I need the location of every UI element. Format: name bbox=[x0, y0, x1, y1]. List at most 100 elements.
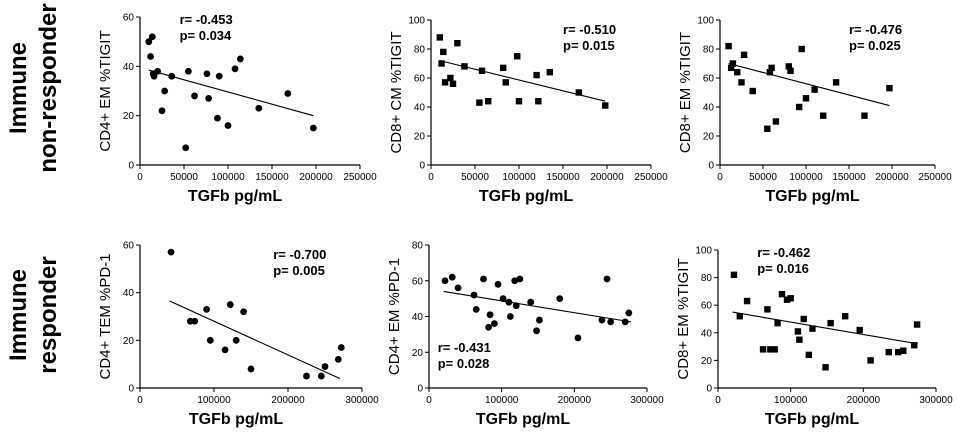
x-tick-label: 100000 bbox=[485, 395, 519, 406]
x-tick-label: 250000 bbox=[343, 172, 377, 183]
data-point bbox=[778, 290, 786, 298]
data-point bbox=[317, 372, 325, 380]
data-point bbox=[536, 316, 543, 324]
data-point bbox=[499, 64, 507, 72]
data-point bbox=[774, 319, 781, 327]
data-point bbox=[805, 351, 813, 359]
annotation-p: p= 0.016 bbox=[757, 261, 809, 276]
data-point bbox=[602, 102, 609, 109]
data-point bbox=[203, 305, 211, 313]
data-point bbox=[226, 301, 234, 308]
x-tick-label: 100000 bbox=[502, 172, 536, 183]
data-point bbox=[861, 112, 868, 119]
x-tick-label: 100000 bbox=[211, 172, 245, 183]
x-axis-label: TGFb pg/mL bbox=[476, 411, 570, 428]
data-point bbox=[147, 53, 154, 60]
data-point bbox=[247, 365, 255, 373]
data-point bbox=[148, 33, 156, 41]
x-axis-label: TGFb pg/mL bbox=[188, 188, 282, 205]
chart-panel-5: 0 100000 200000 300000 0 20 40 60 80 TGFb pg/mL CD… bbox=[386, 241, 664, 429]
annotation-p: p= 0.034 bbox=[180, 28, 232, 43]
data-point bbox=[527, 298, 535, 306]
data-point bbox=[499, 295, 507, 303]
data-point bbox=[533, 327, 540, 335]
data-point bbox=[607, 318, 615, 326]
x-tick-label: 200000 bbox=[875, 172, 909, 183]
data-point bbox=[787, 295, 794, 302]
data-point bbox=[167, 248, 175, 256]
x-tick-label: 300000 bbox=[345, 395, 379, 406]
data-point bbox=[575, 89, 583, 96]
data-point bbox=[158, 107, 166, 115]
data-point bbox=[461, 63, 468, 70]
data-point bbox=[145, 38, 153, 46]
row-label-nonresponder-line1: Immune bbox=[5, 42, 32, 134]
data-point bbox=[621, 318, 629, 326]
data-point bbox=[727, 64, 735, 72]
x-tick-label: 50000 bbox=[749, 172, 777, 183]
y-tick-label: 60 bbox=[701, 301, 713, 312]
data-point bbox=[224, 122, 232, 129]
regression-line bbox=[169, 300, 341, 379]
data-point bbox=[478, 67, 486, 74]
data-point bbox=[472, 305, 480, 313]
y-tick-label: 100 bbox=[697, 16, 714, 27]
data-point bbox=[515, 98, 523, 105]
row-label-responder-line2: responder bbox=[35, 256, 62, 373]
data-point bbox=[740, 51, 748, 58]
row-label-nonresponder-line2: non-responder bbox=[35, 3, 62, 172]
data-point bbox=[841, 313, 849, 320]
data-point bbox=[454, 284, 462, 292]
y-tick-label: 0 bbox=[708, 161, 714, 172]
annotation-r: r= -0.462 bbox=[757, 245, 810, 260]
data-point bbox=[480, 275, 487, 283]
data-point bbox=[766, 69, 774, 76]
data-point bbox=[505, 298, 513, 306]
y-axis-label: CD8+ CM %TIGIT bbox=[388, 31, 405, 153]
y-tick-label: 40 bbox=[414, 103, 426, 114]
data-point bbox=[334, 356, 342, 363]
data-point bbox=[161, 87, 169, 95]
annotation-p: p= 0.015 bbox=[563, 38, 615, 53]
data-point bbox=[811, 86, 818, 93]
data-point bbox=[309, 124, 317, 132]
data-point bbox=[486, 311, 494, 319]
data-point bbox=[820, 112, 827, 119]
data-point bbox=[436, 34, 443, 41]
y-tick-label: 60 bbox=[123, 241, 135, 252]
data-point bbox=[603, 275, 611, 283]
data-point bbox=[885, 348, 892, 356]
data-point bbox=[809, 325, 816, 332]
data-point bbox=[438, 60, 445, 67]
data-point bbox=[827, 319, 834, 327]
data-point bbox=[759, 346, 767, 353]
y-tick-label: 0 bbox=[706, 384, 712, 395]
data-point bbox=[767, 346, 774, 353]
row-label-responder-line1: Immune bbox=[5, 269, 32, 361]
data-point bbox=[231, 65, 239, 73]
data-point bbox=[895, 348, 902, 356]
x-tick-label: 100000 bbox=[789, 172, 823, 183]
data-point bbox=[764, 125, 771, 132]
data-point bbox=[856, 326, 863, 334]
data-point bbox=[506, 313, 514, 320]
data-point bbox=[441, 277, 449, 285]
data-point bbox=[191, 92, 198, 100]
chart-panel-2: 0 50000 100000 150000 200000 250000 0 20 40 60 80 1… bbox=[388, 16, 668, 206]
y-tick-label: 20 bbox=[123, 111, 135, 122]
data-point bbox=[337, 344, 345, 351]
data-point bbox=[822, 364, 829, 371]
y-axis-label: CD4+ EM %TIGIT bbox=[97, 30, 114, 151]
data-point bbox=[284, 90, 292, 97]
data-point bbox=[749, 87, 756, 95]
x-tick-label: 0 bbox=[426, 395, 432, 406]
chart-panel-4: 0 100000 200000 300000 0 20 40 60 TGFb pg/mL CD4+… bbox=[97, 241, 379, 429]
data-point bbox=[738, 79, 745, 86]
data-point bbox=[485, 98, 492, 105]
annotation-p: p= 0.028 bbox=[438, 356, 490, 371]
annotation-r: r= -0.453 bbox=[180, 12, 233, 27]
x-tick-label: 0 bbox=[715, 395, 721, 406]
data-point bbox=[913, 321, 921, 328]
x-tick-label: 100000 bbox=[197, 395, 231, 406]
